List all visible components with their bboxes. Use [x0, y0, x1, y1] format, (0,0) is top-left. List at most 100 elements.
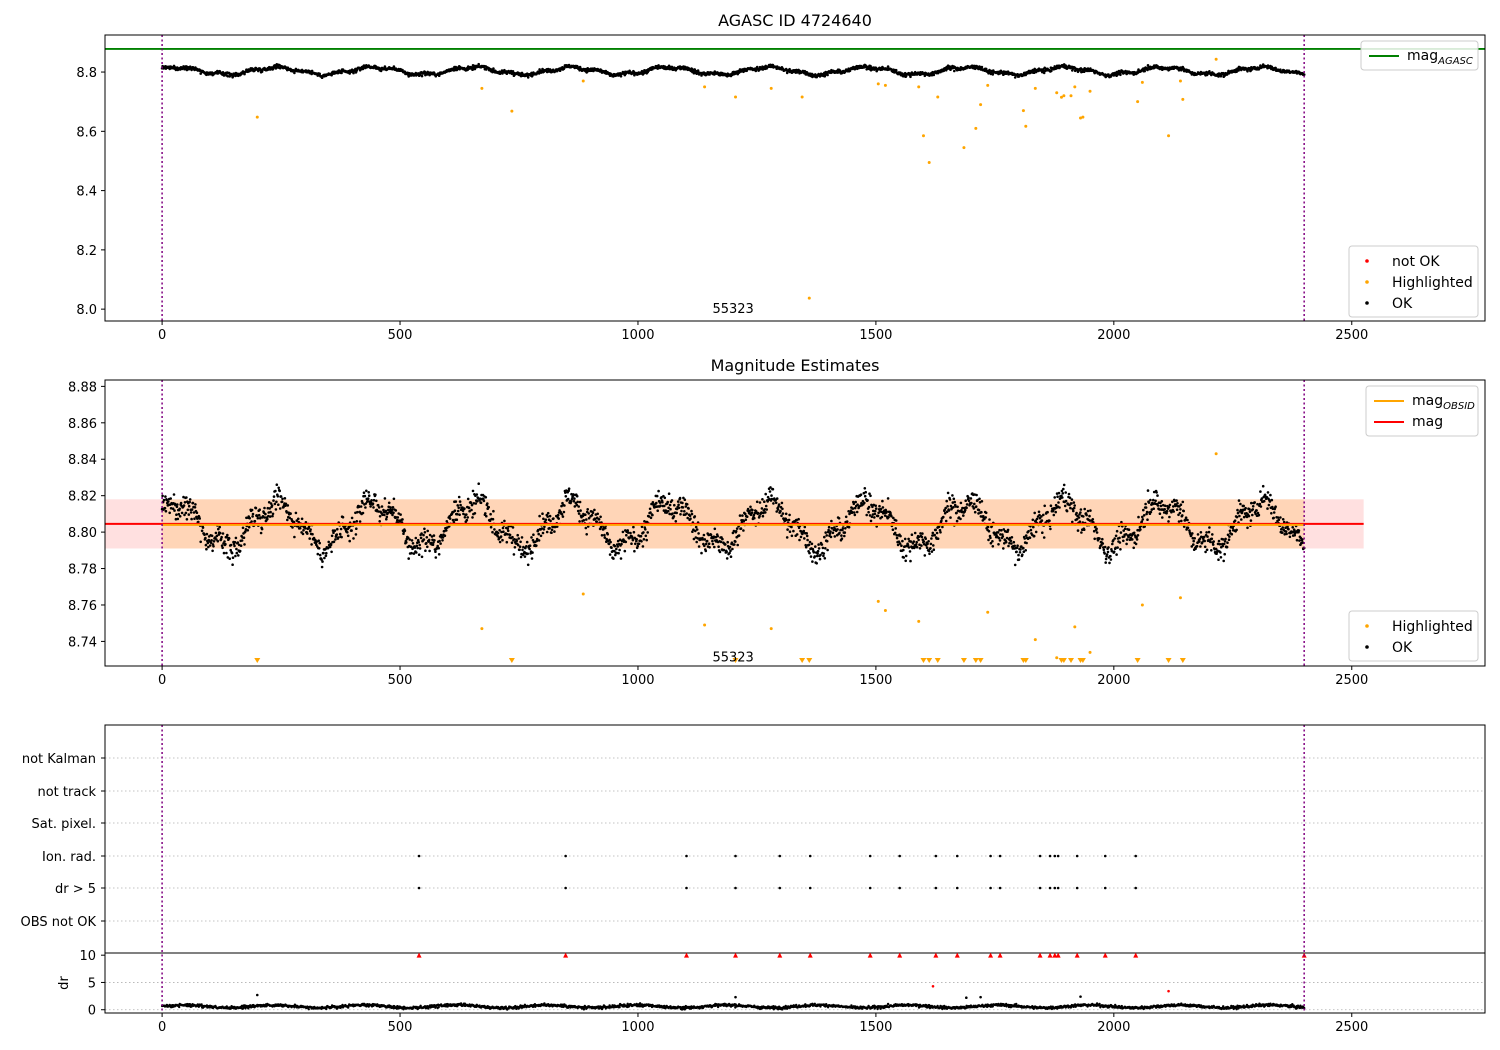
- ok-point: [1146, 489, 1150, 492]
- ok-point: [542, 517, 545, 521]
- ok-point: [380, 505, 384, 508]
- ok-point: [1061, 496, 1064, 499]
- ok-point: [820, 543, 824, 546]
- ok-point: [765, 508, 768, 511]
- ok-point: [996, 531, 1000, 534]
- ok-point: [760, 507, 764, 510]
- highlighted-clipped-marker: [508, 658, 515, 663]
- legend-label: OK: [1392, 640, 1413, 656]
- ok-point: [863, 494, 867, 498]
- ok-point: [1282, 520, 1286, 524]
- ok-point: [678, 496, 682, 500]
- ok-point: [532, 533, 535, 536]
- highlighted-point: [921, 134, 925, 138]
- ok-point: [188, 498, 192, 501]
- ok-point: [970, 501, 973, 505]
- ok-point: [754, 69, 758, 73]
- ok-point: [971, 505, 975, 508]
- highlighted-point: [1024, 124, 1028, 128]
- ok-point: [584, 513, 587, 516]
- ok-point: [938, 528, 942, 532]
- ok-point: [250, 520, 253, 523]
- ok-point: [781, 512, 785, 515]
- ok-point: [946, 491, 950, 495]
- ok-point: [1005, 536, 1009, 540]
- y-tick-label: 8.80: [68, 526, 97, 541]
- ok-point: [277, 503, 280, 507]
- ok-point: [316, 552, 320, 556]
- ok-point: [513, 546, 517, 549]
- highlighted-point: [1140, 80, 1144, 84]
- ok-point: [695, 540, 698, 544]
- ok-point: [508, 533, 512, 537]
- highlighted-point: [703, 85, 707, 89]
- ok-point: [570, 497, 574, 501]
- ok-point: [526, 563, 530, 567]
- ok-point: [944, 506, 947, 510]
- ok-point: [898, 542, 902, 545]
- ok-point: [1102, 548, 1106, 551]
- ok-point: [550, 531, 553, 534]
- ok-point: [237, 554, 240, 557]
- ok-point: [1192, 539, 1195, 543]
- ok-point: [209, 541, 213, 545]
- ok-point: [750, 511, 754, 514]
- ok-point: [763, 508, 767, 511]
- ok-point: [1115, 529, 1119, 533]
- ok-point: [667, 492, 671, 496]
- ok-point: [164, 495, 167, 498]
- ok-point: [838, 531, 841, 535]
- ok-point: [574, 501, 578, 505]
- ok-point: [940, 519, 943, 523]
- ok-point: [1217, 558, 1220, 561]
- ok-point: [817, 543, 820, 546]
- ok-point: [695, 528, 699, 531]
- ok-point: [336, 71, 340, 75]
- ok-point: [384, 509, 388, 513]
- ok-point: [879, 507, 883, 511]
- ok-point: [1292, 528, 1296, 531]
- ok-point: [802, 529, 806, 533]
- ok-point: [341, 515, 345, 519]
- ok-point: [1284, 530, 1288, 533]
- ok-point: [1201, 541, 1204, 544]
- ok-point: [1156, 494, 1159, 497]
- ok-point: [538, 68, 541, 71]
- ok-point: [815, 554, 819, 558]
- ok-point: [840, 534, 843, 537]
- ok-point: [632, 530, 636, 534]
- ok-point: [585, 533, 588, 536]
- ok-point: [340, 535, 343, 539]
- ok-point: [208, 544, 212, 547]
- ok-point: [1135, 535, 1138, 539]
- ok-point: [872, 509, 875, 513]
- ok-point: [610, 546, 613, 549]
- ok-point: [1022, 546, 1025, 550]
- ok-point: [621, 530, 625, 534]
- ok-point: [573, 497, 576, 500]
- ok-point: [594, 517, 597, 521]
- ok-point: [415, 544, 419, 548]
- ok-point: [372, 498, 376, 502]
- ok-point: [1186, 526, 1190, 530]
- ok-point: [1043, 504, 1046, 508]
- ok-point: [556, 513, 560, 517]
- ok-point: [297, 517, 300, 521]
- ok-point: [263, 506, 266, 510]
- ok-point: [1209, 540, 1212, 544]
- ok-point: [972, 507, 976, 510]
- y-tick-label: 8.0: [76, 303, 97, 318]
- ok-point: [814, 545, 817, 548]
- ok-point: [649, 516, 653, 520]
- ok-point: [910, 533, 914, 536]
- ok-point: [690, 512, 694, 516]
- ok-point: [640, 525, 644, 529]
- ok-point: [826, 548, 829, 552]
- ok-point: [948, 498, 952, 501]
- ok-point: [355, 520, 359, 523]
- ok-point: [365, 489, 368, 493]
- ok-point: [777, 503, 781, 506]
- ok-point: [1190, 545, 1194, 548]
- ok-point: [852, 502, 856, 506]
- x-tick-label: 2000: [1097, 328, 1130, 343]
